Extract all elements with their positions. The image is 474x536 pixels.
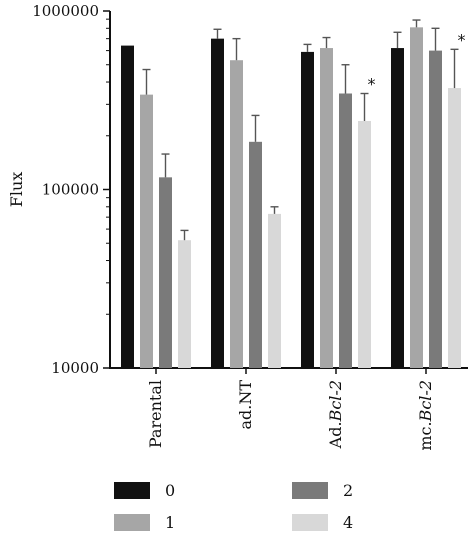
legend-swatch-4 bbox=[292, 514, 328, 531]
y-tick-label: 100000 bbox=[42, 181, 99, 199]
legend-label: 4 bbox=[343, 513, 353, 532]
bar-1-0 bbox=[140, 94, 153, 368]
category-label-plain: Ad. bbox=[326, 421, 345, 449]
bar-0-1 bbox=[211, 38, 224, 369]
bar-2-3 bbox=[429, 50, 442, 368]
legend-swatch-1 bbox=[114, 514, 150, 531]
x-category-label: mc.Bcl-2 bbox=[416, 380, 435, 451]
bar-1-2 bbox=[320, 48, 333, 369]
bar-0-2 bbox=[301, 51, 314, 368]
legend-swatch-0 bbox=[114, 482, 150, 499]
bar-4-3 bbox=[448, 88, 461, 368]
bar-1-3 bbox=[410, 27, 423, 369]
x-category-label: Ad.Bcl-2 bbox=[326, 380, 345, 449]
bar-0-0 bbox=[121, 45, 134, 369]
significance-marker: * bbox=[458, 30, 466, 49]
bar-4-2 bbox=[358, 120, 371, 369]
category-label-italic: Bcl-2 bbox=[416, 380, 435, 422]
bars bbox=[121, 19, 461, 369]
legend-label: 2 bbox=[343, 481, 353, 500]
legend-label: 0 bbox=[165, 481, 175, 500]
category-label-plain: mc. bbox=[416, 421, 435, 450]
category-label-plain: ad.NT bbox=[236, 380, 255, 430]
x-category-label: Parental bbox=[146, 380, 165, 448]
significance-marker: * bbox=[368, 74, 376, 93]
bar-4-0 bbox=[178, 240, 191, 368]
y-tick-label: 10000 bbox=[51, 359, 99, 377]
y-axis-title: Flux bbox=[7, 172, 26, 208]
legend-label: 1 bbox=[165, 513, 175, 532]
x-category-label: ad.NT bbox=[236, 380, 255, 430]
bar-1-1 bbox=[230, 60, 243, 368]
category-label-italic: Bcl-2 bbox=[326, 380, 345, 422]
legend-swatch-2 bbox=[292, 482, 328, 499]
bar-0-3 bbox=[391, 48, 404, 369]
legend: 0 2 1 4 bbox=[114, 481, 353, 532]
y-tick-label: 1000000 bbox=[32, 2, 99, 20]
bar-2-2 bbox=[339, 93, 352, 368]
bar-2-1 bbox=[249, 141, 262, 368]
bar-4-1 bbox=[268, 213, 281, 368]
bar-2-0 bbox=[159, 177, 172, 368]
category-label-plain: Parental bbox=[146, 380, 165, 448]
